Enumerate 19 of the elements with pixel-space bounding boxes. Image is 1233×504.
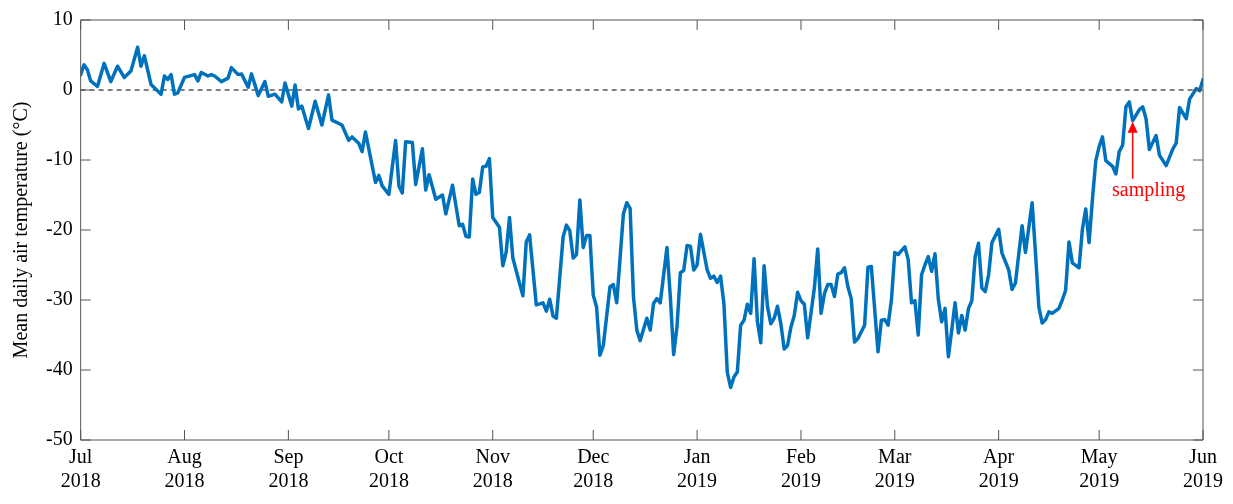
x-tick-label: Apr 2019 bbox=[978, 445, 1019, 492]
y-tick-label: -30 bbox=[45, 287, 73, 310]
x-tick-label: Mar 2019 bbox=[874, 445, 915, 492]
x-tick-label: Nov 2018 bbox=[472, 445, 513, 492]
y-tick-label: 0 bbox=[62, 77, 73, 100]
x-tick-label: Feb 2019 bbox=[780, 445, 821, 492]
x-tick-label: Jan 2019 bbox=[677, 445, 718, 492]
y-tick-label: -40 bbox=[45, 357, 73, 380]
x-tick-label: Sep 2018 bbox=[268, 445, 309, 492]
x-tick-label: Aug 2018 bbox=[164, 445, 205, 492]
x-tick-label: Oct 2018 bbox=[368, 445, 409, 492]
y-tick-label: -20 bbox=[45, 217, 73, 240]
annotation: sampling bbox=[1111, 178, 1186, 202]
x-tick-label: May 2019 bbox=[1079, 445, 1120, 492]
y-tick-label: 10 bbox=[52, 7, 73, 30]
x-tick-label: Dec 2018 bbox=[573, 445, 614, 492]
y-tick-label: -10 bbox=[45, 147, 73, 170]
y-axis-title: Mean daily air temperature (°C) bbox=[9, 101, 33, 359]
x-tick-label: Jun 2019 bbox=[1183, 445, 1223, 492]
